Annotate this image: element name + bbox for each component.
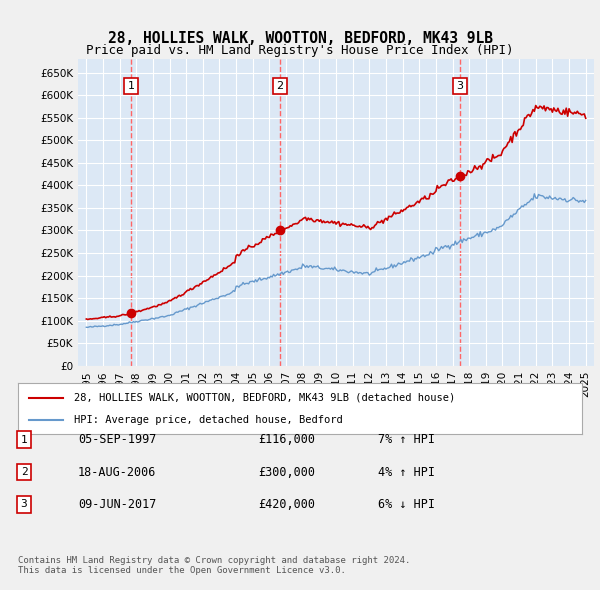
Text: 1: 1 — [20, 435, 28, 444]
Text: 18-AUG-2006: 18-AUG-2006 — [78, 466, 157, 478]
Text: 2: 2 — [277, 81, 283, 91]
Text: £300,000: £300,000 — [258, 466, 315, 478]
Text: Contains HM Land Registry data © Crown copyright and database right 2024.
This d: Contains HM Land Registry data © Crown c… — [18, 556, 410, 575]
Text: 4% ↑ HPI: 4% ↑ HPI — [378, 466, 435, 478]
Text: 6% ↓ HPI: 6% ↓ HPI — [378, 498, 435, 511]
Text: £116,000: £116,000 — [258, 433, 315, 446]
Text: 09-JUN-2017: 09-JUN-2017 — [78, 498, 157, 511]
Text: 3: 3 — [457, 81, 463, 91]
Text: 28, HOLLIES WALK, WOOTTON, BEDFORD, MK43 9LB: 28, HOLLIES WALK, WOOTTON, BEDFORD, MK43… — [107, 31, 493, 46]
Text: 1: 1 — [127, 81, 134, 91]
Text: HPI: Average price, detached house, Bedford: HPI: Average price, detached house, Bedf… — [74, 415, 343, 425]
Text: 05-SEP-1997: 05-SEP-1997 — [78, 433, 157, 446]
Text: 28, HOLLIES WALK, WOOTTON, BEDFORD, MK43 9LB (detached house): 28, HOLLIES WALK, WOOTTON, BEDFORD, MK43… — [74, 392, 455, 402]
Text: 3: 3 — [20, 500, 28, 509]
Text: 7% ↑ HPI: 7% ↑ HPI — [378, 433, 435, 446]
Text: 2: 2 — [20, 467, 28, 477]
Text: £420,000: £420,000 — [258, 498, 315, 511]
Text: Price paid vs. HM Land Registry's House Price Index (HPI): Price paid vs. HM Land Registry's House … — [86, 44, 514, 57]
